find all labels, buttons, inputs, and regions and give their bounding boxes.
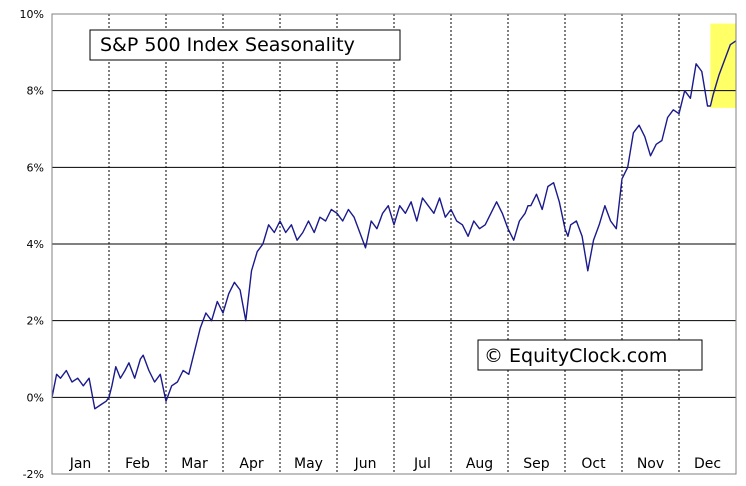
- y-tick-label: 10%: [20, 8, 44, 21]
- y-tick-label: 0%: [27, 391, 44, 404]
- y-axis-ticks: -2% 0% 2% 4% 6% 8% 10%: [20, 8, 44, 481]
- month-label: Jun: [354, 456, 377, 472]
- month-label: Sep: [523, 456, 550, 472]
- month-label: Nov: [637, 456, 664, 472]
- y-tick-label: 2%: [27, 315, 44, 328]
- y-tick-label: 4%: [27, 238, 44, 251]
- plot-border: [51, 13, 737, 475]
- credit-text: © EquityClock.com: [484, 345, 667, 367]
- x-axis-months: Jan Feb Mar Apr May Jun Jul Aug Sep Oct Nov Dec: [69, 456, 721, 472]
- month-label: Apr: [239, 456, 263, 472]
- month-label: Mar: [181, 456, 208, 472]
- chart-title-box: S&P 500 Index Seasonality: [89, 29, 401, 61]
- y-tick-label: 8%: [27, 85, 44, 98]
- month-label: Dec: [694, 456, 721, 472]
- series-line: [51, 40, 737, 410]
- chart-title: S&P 500 Index Seasonality: [100, 34, 355, 56]
- month-label: May: [294, 456, 323, 472]
- month-label: Jan: [69, 456, 92, 472]
- month-label: Jul: [413, 456, 431, 472]
- credit-box: © EquityClock.com: [477, 339, 703, 371]
- y-tick-label: 6%: [27, 161, 44, 174]
- month-label: Feb: [125, 456, 150, 472]
- month-label: Oct: [581, 456, 606, 472]
- y-tick-label: -2%: [23, 468, 44, 481]
- series-layer: [51, 40, 737, 410]
- grid-layer: [52, 14, 736, 474]
- month-label: Aug: [466, 456, 493, 472]
